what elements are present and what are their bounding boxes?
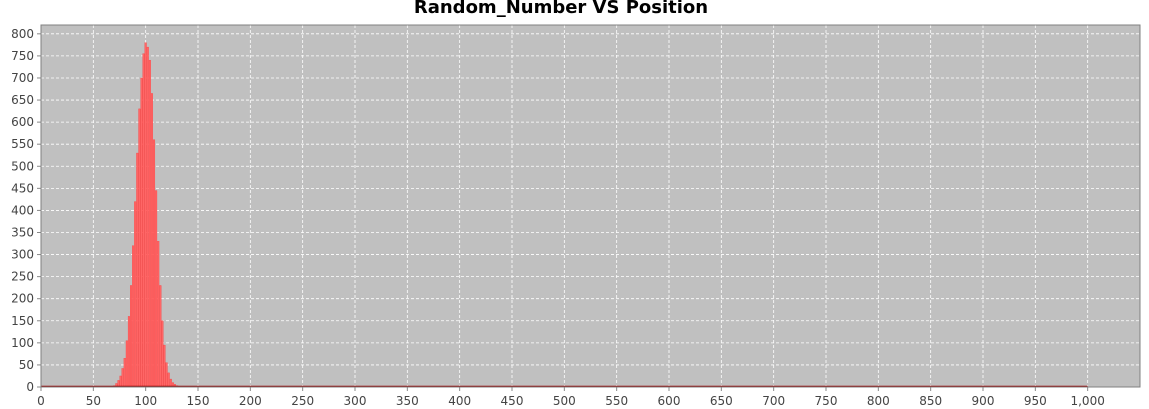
bar <box>136 152 139 388</box>
y-tick-label: 150 <box>11 314 34 328</box>
x-tick-label: 1,000 <box>1070 394 1104 408</box>
x-tick-label: 500 <box>553 394 576 408</box>
y-tick-label: 50 <box>19 358 34 372</box>
bar <box>157 241 160 388</box>
x-tick-label: 200 <box>239 394 262 408</box>
x-tick-label: 100 <box>134 394 157 408</box>
bar <box>148 60 151 388</box>
y-tick-label: 450 <box>11 181 34 195</box>
y-tick-label: 600 <box>11 115 34 129</box>
bar <box>123 358 126 388</box>
x-tick-label: 850 <box>919 394 942 408</box>
y-tick-label: 350 <box>11 225 34 239</box>
y-tick-label: 550 <box>11 137 34 151</box>
bar <box>155 190 158 388</box>
bar <box>119 375 122 388</box>
bar <box>142 53 145 388</box>
bar <box>165 362 168 388</box>
x-tick-label: 300 <box>344 394 367 408</box>
bar <box>161 320 164 388</box>
x-tick-label: 150 <box>187 394 210 408</box>
bar <box>140 77 143 388</box>
x-tick-label: 750 <box>815 394 838 408</box>
bar <box>146 46 149 388</box>
y-tick-label: 200 <box>11 292 34 306</box>
bar <box>150 93 153 388</box>
bar <box>130 285 133 388</box>
y-tick-label: 0 <box>26 380 34 394</box>
y-tick-label: 300 <box>11 248 34 262</box>
bar <box>125 340 128 388</box>
bar <box>167 372 170 388</box>
y-tick-label: 650 <box>11 93 34 107</box>
x-tick-label: 800 <box>867 394 890 408</box>
bar <box>134 201 137 388</box>
x-tick-label: 0 <box>37 394 45 408</box>
bar <box>144 42 147 388</box>
chart-title: Random_Number VS Position <box>414 0 708 18</box>
plot-border <box>40 24 1141 388</box>
y-tick-label: 750 <box>11 49 34 63</box>
y-tick-label: 500 <box>11 159 34 173</box>
x-tick-label: 350 <box>396 394 419 408</box>
y-tick-label: 250 <box>11 270 34 284</box>
bar <box>153 139 156 388</box>
x-tick-label: 600 <box>658 394 681 408</box>
x-tick-label: 50 <box>86 394 101 408</box>
bar <box>127 316 130 388</box>
bar <box>132 245 135 388</box>
x-tick-label: 250 <box>291 394 314 408</box>
bar <box>138 108 141 388</box>
y-tick-label: 100 <box>11 336 34 350</box>
bar <box>163 344 166 388</box>
y-tick-label: 400 <box>11 203 34 217</box>
x-tick-label: 550 <box>605 394 628 408</box>
x-tick-label: 700 <box>762 394 785 408</box>
x-tick-label: 900 <box>972 394 995 408</box>
plot-area <box>41 25 1140 387</box>
grid-lines <box>40 25 1140 388</box>
x-tick-label: 650 <box>710 394 733 408</box>
axes: 0 50 100 150 200 250 300 350 400 450 500 550 600 650 7… <box>11 27 1105 408</box>
x-tick-label: 400 <box>448 394 471 408</box>
bar <box>159 285 162 388</box>
y-tick-label: 700 <box>11 71 34 85</box>
x-tick-label: 450 <box>501 394 524 408</box>
y-tick-label: 800 <box>11 27 34 41</box>
bar <box>121 368 124 388</box>
x-tick-label: 950 <box>1024 394 1047 408</box>
